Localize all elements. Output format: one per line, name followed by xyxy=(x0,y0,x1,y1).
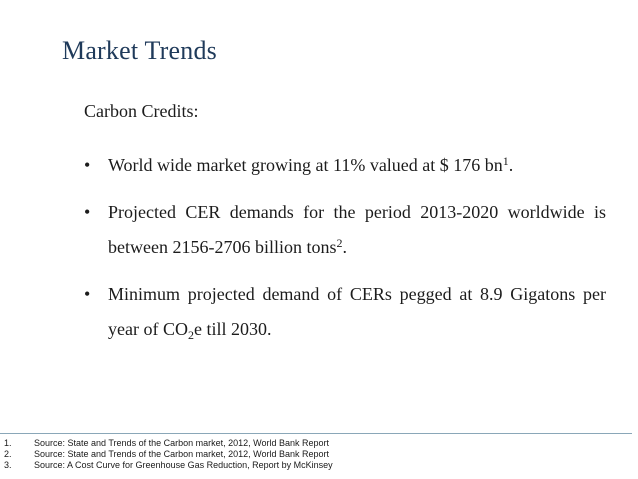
bullet-list: • World wide market growing at 11% value… xyxy=(84,148,606,347)
bullet-icon: • xyxy=(84,284,91,304)
footnote-number: 1. xyxy=(4,438,12,448)
bullet-tail: e till 2030. xyxy=(193,319,272,339)
footnote: 1. Source: State and Trends of the Carbo… xyxy=(4,438,624,449)
bullet-icon: • xyxy=(84,202,91,222)
footnote-number: 3. xyxy=(4,460,12,470)
bullet-text: Projected CER demands for the period 201… xyxy=(108,202,606,257)
bullet-tail: . xyxy=(508,155,514,175)
footnotes: 1. Source: State and Trends of the Carbo… xyxy=(4,438,624,471)
footnote-text: Source: State and Trends of the Carbon m… xyxy=(34,438,329,448)
footnote: 3. Source: A Cost Curve for Greenhouse G… xyxy=(4,460,624,471)
footnote-marker: 2 xyxy=(336,236,343,250)
footnote-text: Source: State and Trends of the Carbon m… xyxy=(34,449,329,459)
footnote-marker: 1 xyxy=(502,154,509,168)
slide-title: Market Trends xyxy=(62,36,217,65)
bullet-text: Minimum projected demand of CERs pegged … xyxy=(108,284,606,339)
bullet-item: • Projected CER demands for the period 2… xyxy=(84,195,606,265)
footnote-number: 2. xyxy=(4,449,12,459)
footnote: 2. Source: State and Trends of the Carbo… xyxy=(4,449,624,460)
bullet-icon: • xyxy=(84,155,91,175)
bullet-item: • Minimum projected demand of CERs pegge… xyxy=(84,277,606,347)
footnote-divider xyxy=(0,433,632,434)
bullet-text: World wide market growing at 11% valued … xyxy=(108,155,503,175)
subscript: 2 xyxy=(187,328,194,342)
footnote-text: Source: A Cost Curve for Greenhouse Gas … xyxy=(34,460,333,470)
bullet-item: • World wide market growing at 11% value… xyxy=(84,148,606,183)
subtitle: Carbon Credits: xyxy=(84,101,199,121)
bullet-tail: . xyxy=(342,237,347,257)
